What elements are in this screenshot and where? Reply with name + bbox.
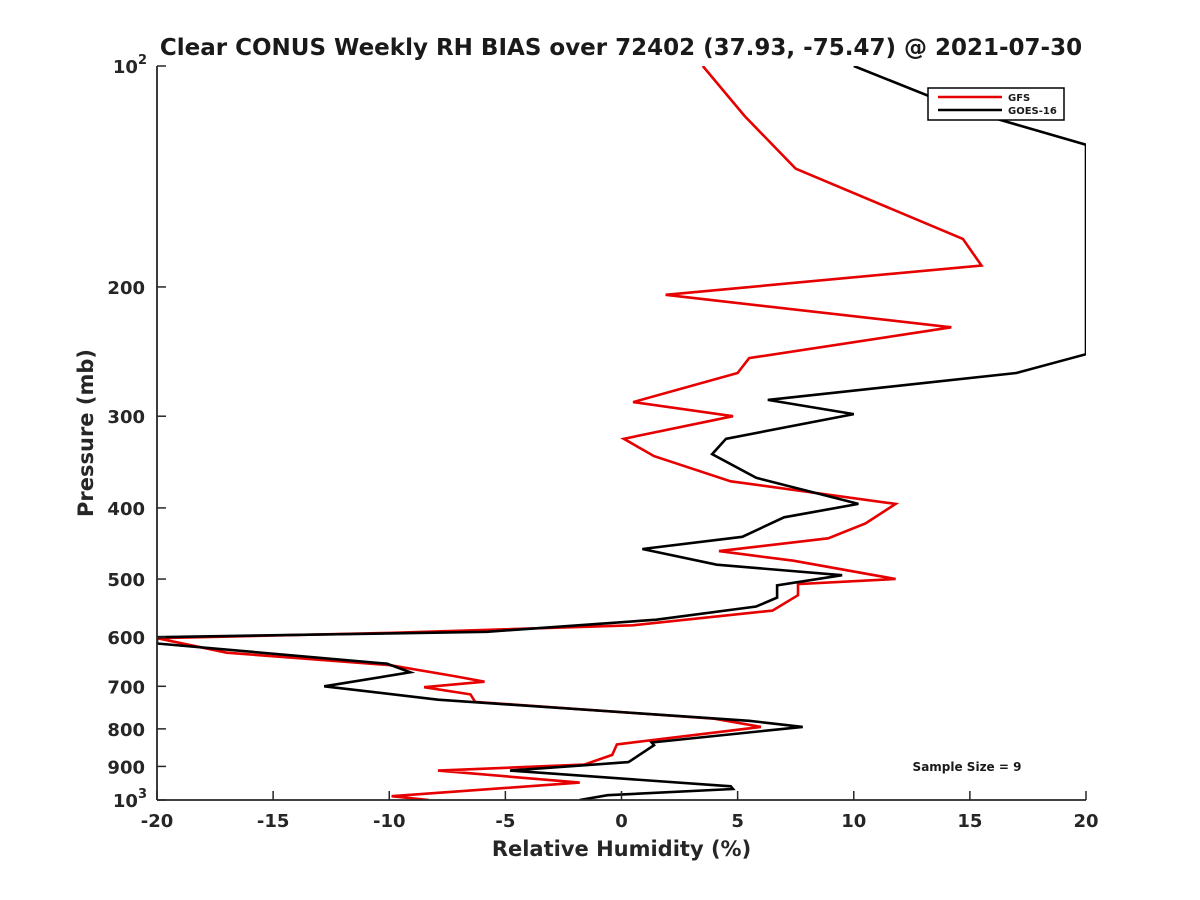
legend: GFS GOES-16 [927, 87, 1065, 121]
y-tick-label: 700 [107, 677, 145, 698]
y-tick-label: 200 [107, 278, 145, 299]
y-tick-label: 102 [113, 53, 147, 78]
x-tick-label: -5 [495, 811, 515, 832]
x-axis-label: Relative Humidity (%) [492, 837, 751, 861]
x-tick-label: 0 [615, 811, 628, 832]
legend-label-goes16: GOES-16 [1008, 106, 1057, 117]
x-tick-label: 15 [957, 811, 982, 832]
chart-title: Clear CONUS Weekly RH BIAS over 72402 (3… [160, 35, 1082, 61]
y-tick-label: 800 [107, 720, 145, 741]
series-layer [157, 66, 1086, 800]
y-tick-label: 103 [113, 787, 147, 812]
series-line-gfs [157, 66, 984, 800]
x-tick-label: -20 [141, 811, 174, 832]
plot-area [157, 66, 1086, 800]
legend-box [927, 87, 1065, 121]
x-tick-label: 5 [731, 811, 744, 832]
x-tick-label: 20 [1073, 811, 1098, 832]
y-tick-label: 900 [107, 757, 145, 778]
legend-label-gfs: GFS [1008, 93, 1030, 104]
x-tick-label: -15 [257, 811, 290, 832]
y-axis-label: Pressure (mb) [74, 349, 98, 517]
axes: -20 -15 -10 -5 0 5 10 15 20 102 200 300 400 500 600 700… [107, 53, 1098, 832]
x-tick-label: -10 [373, 811, 406, 832]
y-tick-label: 400 [107, 499, 145, 520]
sample-size-annotation: Sample Size = 9 [913, 760, 1022, 774]
x-tick-label: 10 [841, 811, 866, 832]
y-tick-label: 500 [107, 570, 145, 591]
series-line-goes16 [157, 66, 1086, 800]
y-tick-label: 300 [107, 407, 145, 428]
y-tick-label: 600 [107, 628, 145, 649]
